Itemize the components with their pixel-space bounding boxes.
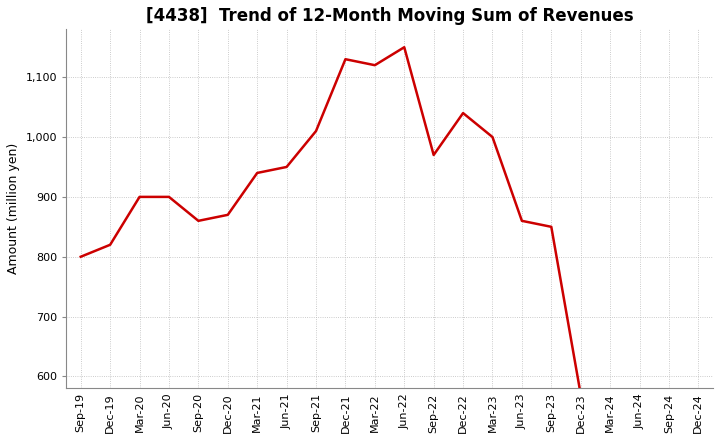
Title: [4438]  Trend of 12-Month Moving Sum of Revenues: [4438] Trend of 12-Month Moving Sum of R… <box>145 7 634 25</box>
Y-axis label: Amount (million yen): Amount (million yen) <box>7 143 20 275</box>
